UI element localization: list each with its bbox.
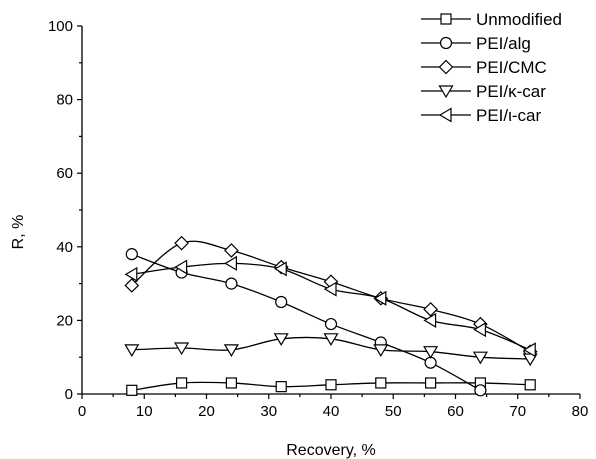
data-point bbox=[373, 344, 389, 358]
x-tick-label: 30 bbox=[260, 403, 277, 420]
data-point bbox=[375, 377, 387, 389]
data-point bbox=[423, 346, 439, 359]
data-point bbox=[423, 302, 438, 317]
series-4 bbox=[124, 255, 536, 358]
data-point bbox=[524, 379, 536, 391]
legend-marker bbox=[438, 107, 452, 123]
legend-marker bbox=[438, 59, 454, 75]
y-axis-label: R, % bbox=[10, 215, 27, 250]
data-point bbox=[523, 342, 536, 358]
data-point bbox=[325, 379, 337, 391]
x-tick-label: 50 bbox=[385, 403, 402, 420]
series-group bbox=[124, 235, 538, 397]
legend-label: PEI/ι-car bbox=[476, 106, 542, 125]
y-tick-label: 20 bbox=[56, 312, 73, 329]
x-tick-label: 60 bbox=[447, 403, 464, 420]
legend-entry: PEI/ι-car bbox=[421, 106, 542, 125]
data-point bbox=[224, 243, 239, 258]
x-tick-label: 10 bbox=[136, 403, 153, 420]
data-point bbox=[474, 384, 487, 397]
series-0 bbox=[126, 377, 536, 396]
data-point bbox=[473, 322, 486, 338]
data-point bbox=[124, 278, 140, 293]
data-point bbox=[323, 281, 337, 297]
legend: Unmodified PEI/alg PEI/CMC PEI/κ-car PEI/ι-c… bbox=[421, 10, 562, 125]
data-point bbox=[373, 290, 387, 306]
legend-marker bbox=[438, 85, 454, 99]
legend-label: PEI/CMC bbox=[476, 58, 547, 77]
data-point bbox=[124, 344, 140, 358]
legend-entry: PEI/CMC bbox=[421, 58, 547, 77]
data-point bbox=[176, 377, 188, 389]
legend-label: PEI/κ-car bbox=[476, 82, 546, 101]
data-point bbox=[125, 248, 138, 261]
ticks: 0 10 20 30 40 50 60 70 80 0 20 40 60 80 100 bbox=[48, 18, 588, 420]
data-point bbox=[275, 295, 288, 309]
data-point bbox=[225, 277, 238, 290]
x-tick-label: 0 bbox=[78, 403, 86, 420]
legend-marker bbox=[440, 13, 452, 25]
y-tick-label: 40 bbox=[56, 239, 73, 256]
legend-entry: PEI/κ-car bbox=[421, 82, 546, 101]
legend-entry: Unmodified bbox=[421, 10, 562, 29]
data-point bbox=[124, 266, 138, 282]
data-point bbox=[224, 255, 237, 271]
data-point bbox=[424, 356, 437, 369]
data-point bbox=[174, 259, 188, 275]
x-tick-label: 40 bbox=[323, 403, 340, 420]
data-point bbox=[274, 261, 287, 277]
data-point bbox=[174, 342, 190, 356]
data-point bbox=[225, 377, 237, 389]
x-tick-label: 20 bbox=[198, 403, 215, 420]
data-point bbox=[323, 333, 339, 346]
data-point bbox=[275, 381, 287, 393]
data-point bbox=[223, 344, 239, 358]
y-tick-label: 100 bbox=[48, 18, 73, 35]
data-point bbox=[425, 377, 437, 389]
legend-marker bbox=[439, 36, 453, 50]
data-point bbox=[324, 317, 338, 331]
series-3 bbox=[124, 333, 538, 367]
x-tick-label: 80 bbox=[572, 403, 589, 420]
y-tick-label: 60 bbox=[56, 165, 73, 182]
legend-label: Unmodified bbox=[476, 10, 562, 29]
data-point bbox=[174, 235, 189, 251]
y-tick-label: 80 bbox=[56, 92, 73, 109]
legend-label: PEI/alg bbox=[476, 34, 531, 53]
data-point bbox=[126, 384, 138, 396]
x-axis-label: Recovery, % bbox=[286, 442, 376, 459]
data-point bbox=[472, 351, 488, 365]
y-tick-label: 0 bbox=[65, 386, 73, 403]
legend-entry: PEI/alg bbox=[421, 34, 531, 53]
data-point bbox=[423, 312, 437, 328]
data-point bbox=[273, 333, 289, 346]
x-tick-label: 70 bbox=[509, 403, 526, 420]
